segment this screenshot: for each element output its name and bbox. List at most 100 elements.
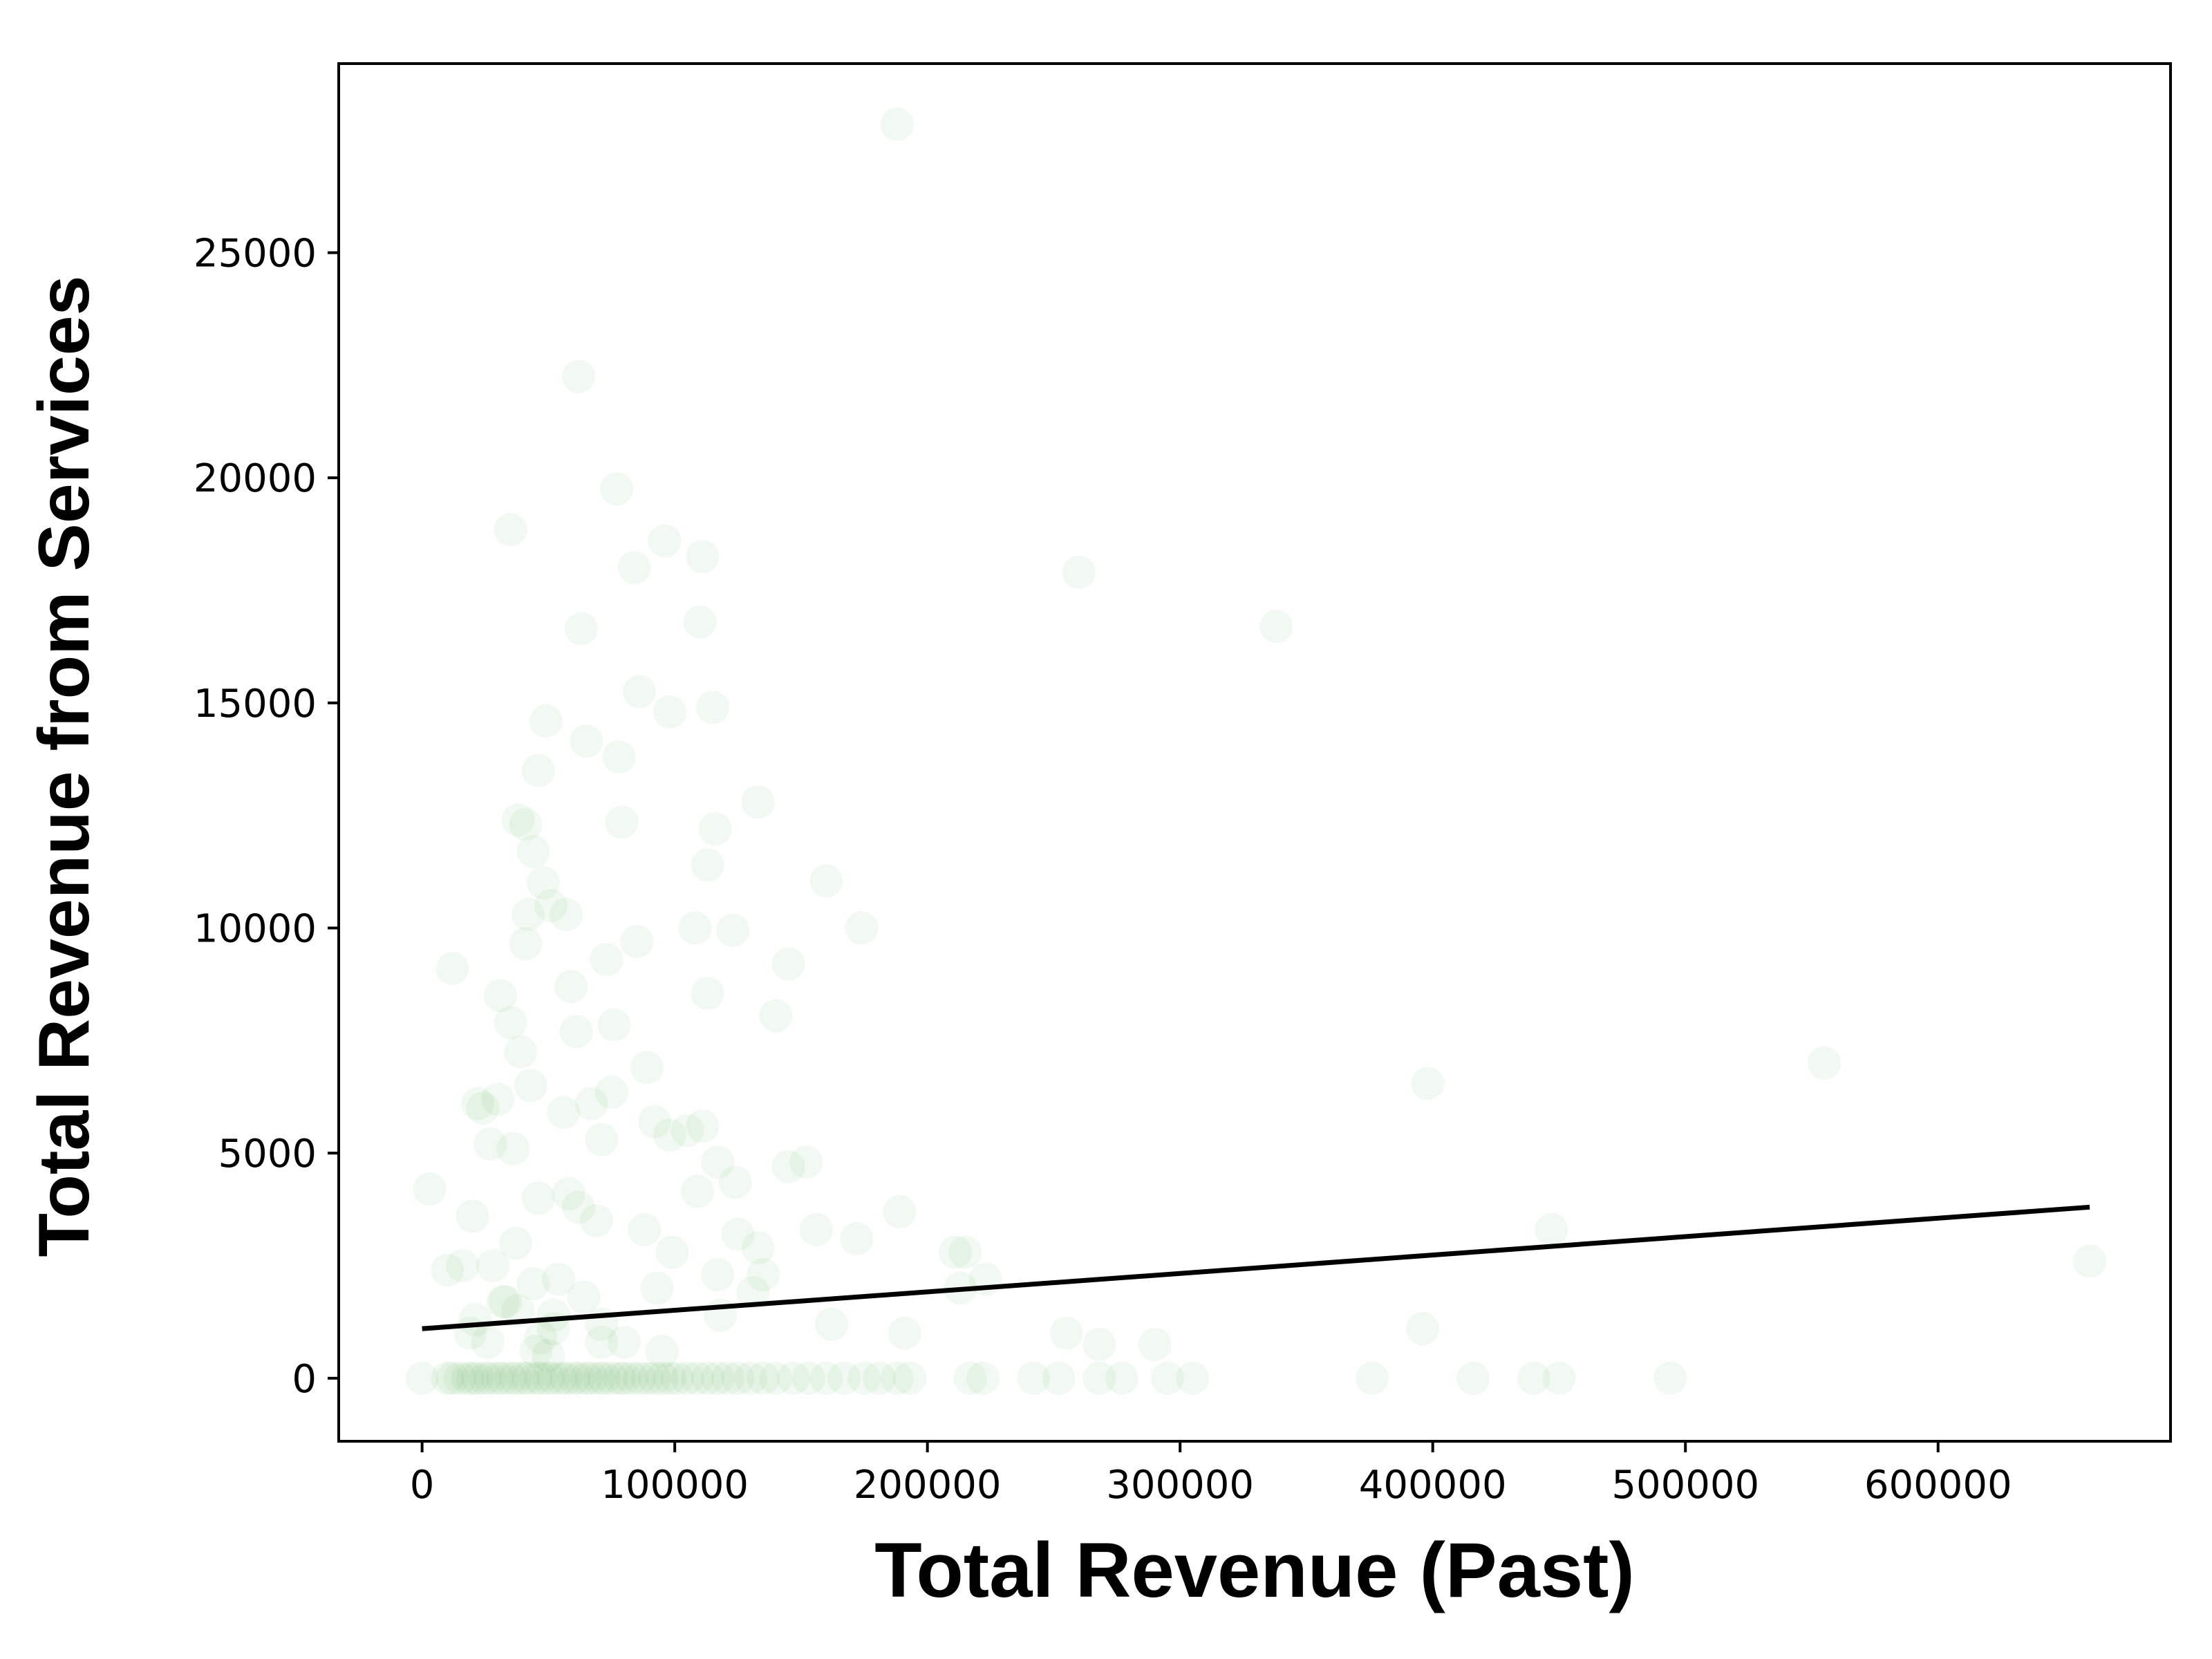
data-point bbox=[435, 952, 469, 986]
data-point bbox=[574, 1087, 608, 1121]
data-point bbox=[549, 897, 583, 931]
data-point bbox=[1355, 1361, 1389, 1395]
data-point bbox=[506, 1361, 540, 1395]
data-point bbox=[554, 970, 588, 1004]
x-tick-label: 500000 bbox=[1611, 1463, 1759, 1508]
data-point bbox=[461, 1087, 495, 1121]
data-point bbox=[809, 1361, 843, 1395]
data-point bbox=[501, 803, 535, 837]
data-point bbox=[701, 1361, 735, 1395]
y-axis-title: Total Revenue from Services bbox=[24, 276, 104, 1257]
x-tick-label: 200000 bbox=[854, 1463, 1002, 1508]
data-point bbox=[863, 1361, 897, 1395]
data-point bbox=[776, 1361, 810, 1395]
data-point bbox=[585, 1123, 619, 1156]
data-point bbox=[608, 1361, 641, 1395]
data-point bbox=[741, 1230, 775, 1264]
data-point bbox=[691, 976, 724, 1010]
data-point bbox=[1138, 1327, 1172, 1361]
data-point bbox=[966, 1361, 1000, 1395]
data-point bbox=[562, 359, 596, 393]
data-point bbox=[527, 866, 561, 900]
data-point bbox=[640, 1271, 674, 1305]
data-point bbox=[1517, 1361, 1550, 1395]
data-point bbox=[564, 612, 598, 646]
data-point bbox=[622, 1361, 656, 1395]
data-point bbox=[1105, 1361, 1139, 1395]
data-point bbox=[451, 1361, 485, 1395]
data-point bbox=[594, 1361, 628, 1395]
data-point bbox=[681, 1361, 715, 1395]
data-point bbox=[486, 1285, 520, 1319]
data-point bbox=[570, 1361, 603, 1395]
data-point bbox=[814, 1307, 848, 1341]
data-point bbox=[620, 925, 654, 959]
data-point bbox=[524, 1361, 558, 1395]
data-point bbox=[653, 1361, 686, 1395]
data-point bbox=[701, 1145, 735, 1179]
data-point bbox=[494, 513, 527, 547]
data-point bbox=[1411, 1067, 1445, 1100]
data-point bbox=[549, 1361, 583, 1395]
data-point bbox=[948, 1235, 982, 1269]
data-point bbox=[597, 1008, 631, 1042]
data-point bbox=[486, 1361, 520, 1395]
data-point bbox=[741, 785, 775, 819]
data-point bbox=[1259, 610, 1293, 644]
data-point bbox=[585, 1325, 619, 1359]
data-point bbox=[637, 1361, 671, 1395]
data-point bbox=[456, 1199, 489, 1233]
data-point bbox=[498, 1226, 532, 1260]
data-point bbox=[953, 1361, 987, 1395]
x-tick-label: 300000 bbox=[1106, 1463, 1254, 1508]
data-point bbox=[686, 1109, 720, 1143]
trend-line-layer bbox=[422, 1204, 2090, 1331]
data-point bbox=[671, 1361, 704, 1395]
data-point bbox=[1017, 1361, 1051, 1395]
data-point bbox=[827, 1361, 861, 1395]
data-point bbox=[1082, 1327, 1116, 1361]
data-point bbox=[590, 943, 624, 977]
data-point bbox=[938, 1235, 972, 1269]
data-point bbox=[567, 1280, 601, 1314]
data-point bbox=[701, 1258, 735, 1292]
data-point bbox=[602, 1361, 636, 1395]
data-point bbox=[617, 551, 651, 585]
data-point bbox=[605, 805, 639, 839]
data-point bbox=[622, 675, 656, 709]
data-point bbox=[847, 1361, 881, 1395]
x-axis-title: Total Revenue (Past) bbox=[874, 1527, 1635, 1613]
data-point bbox=[582, 1361, 616, 1395]
data-point bbox=[771, 1150, 805, 1183]
data-point bbox=[789, 1145, 823, 1179]
data-point bbox=[481, 1082, 515, 1116]
data-point bbox=[1176, 1361, 1210, 1395]
data-point bbox=[461, 1361, 495, 1395]
data-point bbox=[683, 605, 717, 639]
data-point bbox=[562, 1361, 596, 1395]
data-point bbox=[562, 1190, 596, 1224]
data-point bbox=[691, 1361, 724, 1395]
data-point bbox=[547, 1096, 581, 1130]
x-tick-label: 0 bbox=[410, 1463, 435, 1508]
data-point bbox=[718, 1165, 752, 1199]
data-point bbox=[587, 1361, 621, 1395]
data-point bbox=[512, 897, 545, 931]
data-point bbox=[1042, 1361, 1076, 1395]
data-point bbox=[791, 1361, 825, 1395]
y-tick-label: 10000 bbox=[194, 907, 317, 952]
data-point bbox=[840, 1221, 874, 1255]
data-point bbox=[431, 1361, 465, 1395]
data-point bbox=[579, 1203, 613, 1237]
x-tick-label: 600000 bbox=[1864, 1463, 2012, 1508]
data-point bbox=[552, 1177, 585, 1210]
data-point bbox=[686, 540, 720, 574]
data-point bbox=[521, 753, 555, 787]
data-point bbox=[1808, 1046, 1841, 1080]
x-axis-ticks: 0 100000 200000 300000 400000 500000 600000 bbox=[410, 1441, 2012, 1508]
data-point bbox=[534, 888, 568, 922]
data-point bbox=[1062, 555, 1096, 589]
data-point bbox=[516, 1267, 550, 1301]
data-point bbox=[736, 1276, 770, 1310]
